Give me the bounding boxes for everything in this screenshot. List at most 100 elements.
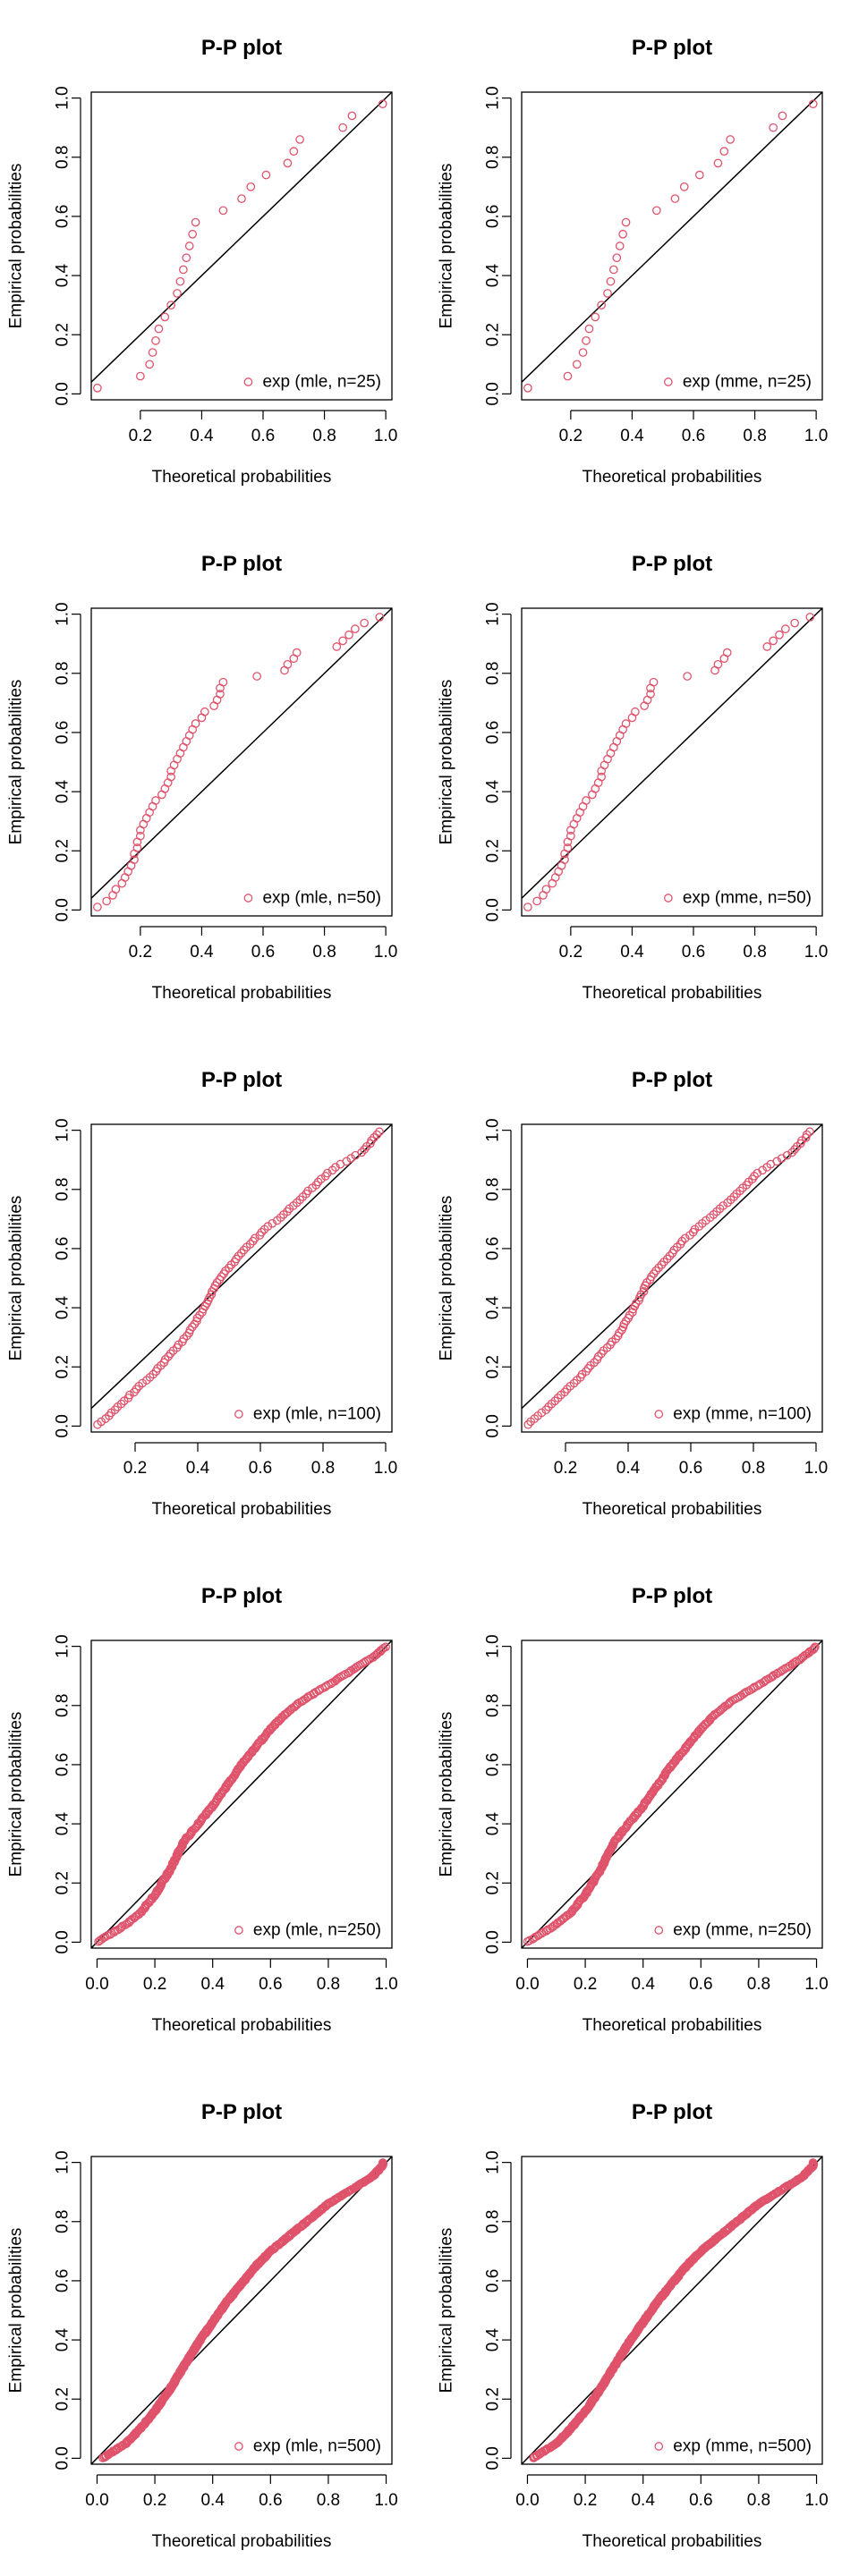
plot-frame <box>90 2156 393 2465</box>
data-point <box>683 672 692 681</box>
data-point <box>316 1174 326 1184</box>
y-tick-label: 0.2 <box>54 1355 72 1378</box>
data-point <box>157 1360 166 1370</box>
y-tick-label: 0.4 <box>54 263 72 287</box>
data-point <box>381 1642 390 1652</box>
reference-line <box>91 1640 392 1948</box>
data-point <box>148 348 157 357</box>
data-point <box>781 624 790 634</box>
x-tick-label: 0.2 <box>129 943 152 962</box>
data-point <box>729 1192 739 1201</box>
data-point <box>790 1657 800 1667</box>
data-point <box>232 1254 241 1264</box>
y-tick-label: 0.2 <box>54 1871 72 1894</box>
data-point <box>261 170 271 180</box>
data-point <box>621 719 631 728</box>
data-point <box>93 902 102 911</box>
y-tick-label: 0.6 <box>484 721 503 744</box>
y-axis-label: Empirical probabilities <box>7 680 26 845</box>
data-point <box>372 1130 382 1140</box>
x-axis-label: Theoretical probabilities <box>583 468 762 487</box>
data-point <box>537 1408 547 1418</box>
data-point <box>160 312 170 322</box>
y-tick-label: 0.0 <box>484 898 503 921</box>
x-tick-label: 0.0 <box>515 1975 539 1994</box>
data-points <box>98 2158 388 2462</box>
y-axis-label: Empirical probabilities <box>438 1196 456 1361</box>
data-point <box>750 1172 759 1181</box>
data-point <box>805 1127 814 1137</box>
data-point <box>541 1405 551 1415</box>
data-point <box>532 896 541 906</box>
y-axis: 0.0 0.2 0.4 0.6 0.8 1.0 <box>484 1118 512 1438</box>
x-tick-label: 0.6 <box>689 1975 712 1994</box>
x-tick-label: 0.4 <box>186 1459 210 1478</box>
x-axis: 0.0 0.2 0.4 0.6 0.8 1.0 <box>515 1958 829 1994</box>
legend-label: exp (mme, n=25) <box>683 373 812 392</box>
data-point <box>597 301 606 310</box>
data-point <box>292 648 302 657</box>
data-point <box>323 1168 332 1178</box>
legend: exp (mme, n=50) <box>663 889 812 908</box>
data-points <box>93 613 385 911</box>
legend-marker <box>663 894 673 902</box>
y-tick-label: 0.4 <box>484 1295 503 1319</box>
y-axis: 0.0 0.2 0.4 0.6 0.8 1.0 <box>54 2150 81 2470</box>
x-axis: 0.0 0.2 0.4 0.6 0.8 1.0 <box>515 2474 829 2510</box>
reference-line <box>91 608 392 899</box>
plot-frame <box>521 1123 823 1433</box>
data-point <box>212 1278 222 1287</box>
data-point <box>378 99 387 109</box>
legend: exp (mme, n=25) <box>663 373 812 392</box>
data-point <box>257 1227 267 1237</box>
x-axis-label: Theoretical probabilities <box>583 2016 762 2035</box>
data-point <box>236 1249 246 1258</box>
chart-title: P-P plot <box>201 1068 282 1092</box>
data-point <box>631 707 640 716</box>
y-tick-label: 0.8 <box>54 1178 72 1201</box>
data-point <box>191 217 200 227</box>
plot-frame <box>521 607 823 917</box>
data-point <box>523 902 532 911</box>
y-tick-label: 0.4 <box>54 2327 72 2351</box>
x-axis: 0.2 0.4 0.6 0.8 1.0 <box>559 926 828 962</box>
chart-title: P-P plot <box>201 1584 282 1608</box>
y-axis-label: Empirical probabilities <box>438 680 456 845</box>
y-axis-label: Empirical probabilities <box>438 164 456 329</box>
y-tick-label: 0.0 <box>484 1930 503 1953</box>
data-point <box>523 1936 532 1946</box>
y-tick-label: 0.8 <box>54 146 72 169</box>
legend: exp (mle, n=25) <box>243 373 381 392</box>
legend-marker <box>654 2442 664 2451</box>
panel-1: P-P plot 0.2 0.4 0.6 0.8 1.0 Theoretical proba… <box>7 36 398 487</box>
y-tick-label: 0.0 <box>54 382 72 405</box>
x-axis-label: Theoretical probabilities <box>152 2532 332 2551</box>
plot-frame <box>90 91 393 401</box>
plot-frame <box>521 91 823 401</box>
data-point <box>216 690 225 699</box>
data-point <box>670 194 680 203</box>
y-axis: 0.0 0.2 0.4 0.6 0.8 1.0 <box>54 602 81 922</box>
x-tick-label: 1.0 <box>374 1975 397 1994</box>
plot-frame <box>90 1123 393 1433</box>
data-point <box>338 123 347 132</box>
data-point <box>662 1254 672 1264</box>
data-point <box>560 855 569 865</box>
y-tick-label: 0.8 <box>484 2210 503 2233</box>
legend-label: exp (mle, n=50) <box>262 889 381 908</box>
data-point <box>602 1343 612 1352</box>
x-tick-label: 1.0 <box>804 2491 828 2510</box>
x-tick-label: 0.4 <box>620 427 644 445</box>
x-tick-label: 1.0 <box>804 1975 828 1994</box>
y-axis: 0.0 0.2 0.4 0.6 0.8 1.0 <box>54 1118 81 1438</box>
x-tick-label: 0.4 <box>190 427 214 445</box>
x-tick-label: 0.2 <box>143 1975 166 1994</box>
data-point <box>808 2158 818 2167</box>
x-tick-label: 0.6 <box>259 1975 282 1994</box>
panel-9: P-P plot 0.0 0.2 0.4 0.6 0.8 1.0 Theoretical pr… <box>7 2100 398 2551</box>
data-point <box>151 796 160 805</box>
y-tick-label: 0.8 <box>54 662 72 685</box>
x-tick-label: 0.0 <box>85 2491 108 2510</box>
plot-frame <box>521 2156 823 2465</box>
data-point <box>375 1127 384 1137</box>
